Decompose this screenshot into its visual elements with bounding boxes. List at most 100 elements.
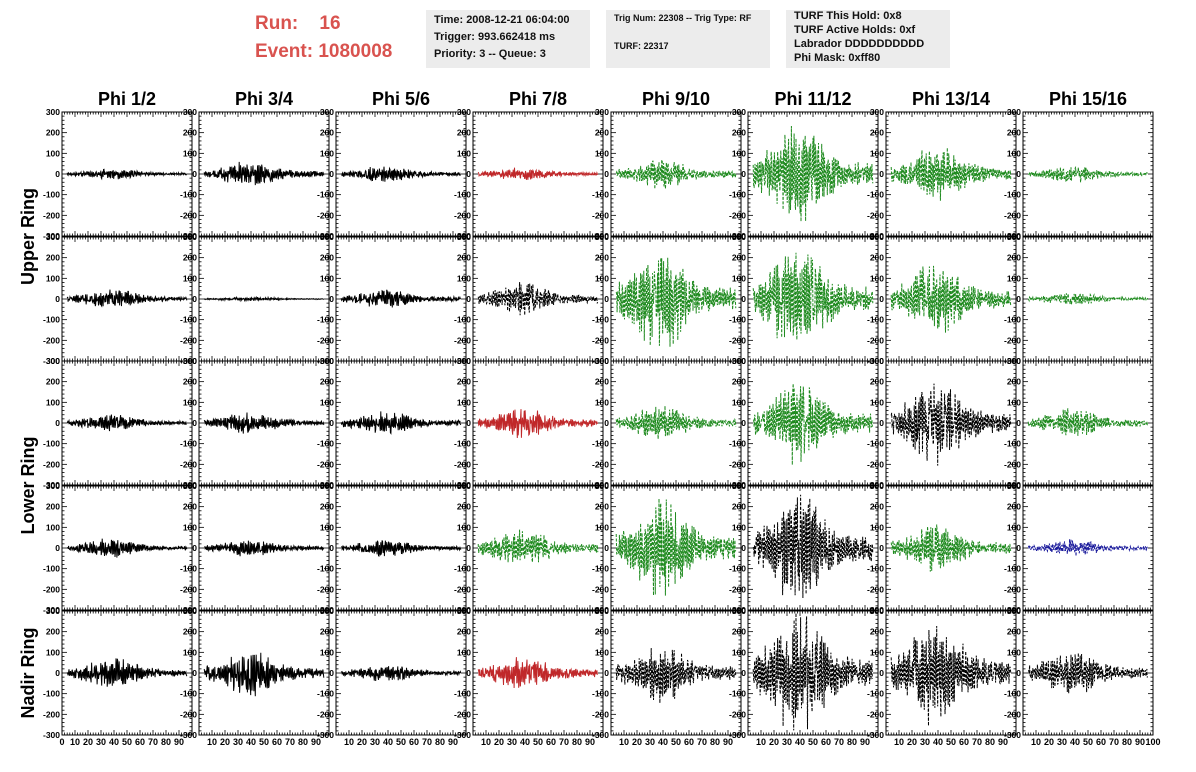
y-tick-label: -100 (729, 190, 746, 200)
waveform-trace (1027, 293, 1149, 305)
y-tick-label: 300 (320, 356, 334, 366)
y-tick-label: 0 (329, 418, 334, 428)
y-tick-label: -300 (43, 480, 60, 490)
y-tick-label: 100 (1007, 397, 1021, 407)
y-tick-label: 0 (55, 169, 60, 179)
waveform-trace (615, 257, 737, 347)
y-tick-label: 200 (732, 377, 746, 387)
y-tick-label: 300 (870, 232, 884, 242)
y-tick-label: -300 (43, 356, 60, 366)
y-tick-label: 200 (46, 377, 60, 387)
y-tick-label: -100 (454, 315, 471, 325)
y-tick-label: 300 (183, 356, 197, 366)
y-tick-label: -300 (180, 231, 197, 241)
y-tick-label: 200 (732, 128, 746, 138)
y-tick-label: -100 (729, 315, 746, 325)
y-tick-label: 200 (46, 502, 60, 512)
y-tick-label: -200 (592, 459, 609, 469)
waveform-trace (1028, 166, 1149, 183)
y-tick-label: 300 (870, 107, 884, 117)
y-tick-label: -200 (180, 335, 197, 345)
y-tick-label: 300 (595, 107, 609, 117)
phi-mask-line: Phi Mask: 0xff80 (794, 52, 881, 64)
y-tick-label: -200 (729, 335, 746, 345)
y-tick-label: 100 (320, 273, 334, 283)
event-row: Event: 1080008 (255, 38, 392, 66)
y-tick-label: 100 (183, 273, 197, 283)
run-label: Run: (255, 13, 299, 34)
waveform-trace (203, 161, 325, 186)
y-tick-label: 200 (457, 128, 471, 138)
y-tick-label: 0 (466, 543, 471, 553)
y-tick-label: 300 (732, 107, 746, 117)
y-tick-label: -200 (729, 210, 746, 220)
y-tick-label: 0 (741, 294, 746, 304)
y-tick-label: 100 (595, 273, 609, 283)
waveform-trace (340, 289, 462, 308)
y-tick-label: -100 (867, 439, 884, 449)
y-tick-label: 100 (595, 148, 609, 158)
y-tick-label: -100 (1004, 190, 1021, 200)
y-tick-label: -200 (43, 584, 60, 594)
y-tick-label: 300 (46, 356, 60, 366)
column-header: Phi 13/14 (912, 89, 990, 109)
y-tick-label: 0 (741, 418, 746, 428)
y-tick-label: 100 (732, 273, 746, 283)
y-tick-label: 300 (1007, 356, 1021, 366)
waveform-trace (341, 166, 462, 182)
y-tick-label: 300 (1007, 232, 1021, 242)
y-tick-label: -100 (317, 315, 334, 325)
y-tick-label: 200 (457, 253, 471, 263)
y-tick-label: 0 (1016, 169, 1021, 179)
waveform-trace (752, 252, 874, 340)
y-tick-label: 200 (457, 502, 471, 512)
waveform-trace (66, 538, 188, 558)
y-tick-label: 0 (741, 169, 746, 179)
y-tick-label: 100 (595, 397, 609, 407)
y-tick-label: 100 (46, 273, 60, 283)
y-tick-label: 0 (879, 169, 884, 179)
y-tick-label: 300 (870, 356, 884, 366)
y-tick-label: -200 (729, 459, 746, 469)
y-tick-label: 0 (192, 294, 197, 304)
ring-label: Lower Ring (18, 437, 38, 535)
event-value: 1080008 (318, 41, 393, 62)
labrador-line: Labrador DDDDDDDDDD (794, 38, 925, 50)
y-tick-label: -200 (317, 210, 334, 220)
y-tick-label: 100 (457, 148, 471, 158)
y-tick-label: 100 (870, 273, 884, 283)
y-tick-label: -200 (180, 459, 197, 469)
y-tick-label: 100 (320, 148, 334, 158)
y-tick-label: 200 (732, 253, 746, 263)
turf-info-box: TURF This Hold: 0x8 TURF Active Holds: 0… (786, 10, 950, 68)
y-tick-label: -100 (592, 439, 609, 449)
time-line: Time: 2008-12-21 06:04:00 (434, 14, 570, 26)
y-tick-label: -100 (867, 190, 884, 200)
y-tick-label: 0 (192, 543, 197, 553)
y-tick-label: -100 (180, 439, 197, 449)
column-header: Phi 9/10 (642, 89, 710, 109)
y-tick-label: -300 (180, 605, 197, 615)
turf-line: TURF: 22317 (614, 41, 669, 51)
y-tick-label: 0 (192, 169, 197, 179)
y-tick-label: 300 (457, 481, 471, 491)
y-tick-label: 200 (320, 128, 334, 138)
y-tick-label: 100 (870, 148, 884, 158)
y-tick-label: 100 (457, 522, 471, 532)
column-header: Phi 5/6 (372, 89, 430, 109)
y-tick-label: 300 (457, 107, 471, 117)
y-tick-label: -300 (592, 480, 609, 490)
run-event-block: Run: 16 Event: 1080008 (255, 10, 392, 66)
event-label: Event: (255, 41, 314, 62)
y-tick-label: 300 (183, 232, 197, 242)
